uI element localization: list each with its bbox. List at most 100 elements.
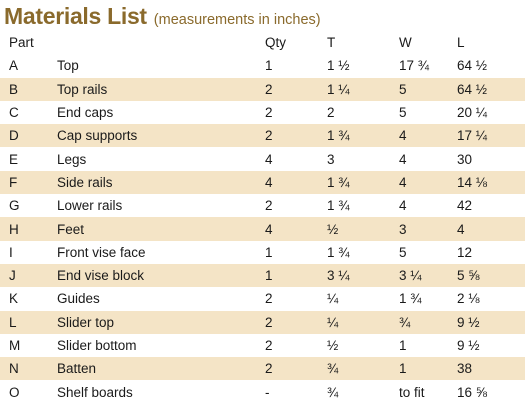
part-id-cell: H	[0, 217, 57, 241]
part-name-cell: Guides	[57, 291, 100, 307]
title-row: Materials List (measurements in inches)	[4, 3, 321, 31]
thickness-cell: ¼	[327, 310, 399, 334]
thickness-cell: 1 ¾	[327, 124, 399, 148]
part-name-cell: Shelf boards	[57, 384, 133, 400]
length-cell: 42	[457, 198, 473, 214]
part-id-cell: A	[9, 58, 19, 74]
table-row: M Slider bottom 2 ½ 1 9 ½	[0, 334, 525, 357]
table-row: D Cap supports 2 1 ¾ 4 17 ¼	[0, 124, 525, 148]
part-id-cell: C	[9, 105, 19, 121]
width-cell: 4	[399, 198, 407, 214]
qty-cell: -	[265, 384, 270, 400]
qty-cell: 2	[265, 357, 327, 381]
length-cell: 12	[457, 244, 473, 260]
part-id-cell: F	[0, 170, 57, 195]
table-row: B Top rails 2 1 ¼ 5 64 ½	[0, 77, 525, 101]
qty-cell: 2	[265, 124, 327, 148]
table-row: L Slider top 2 ¼ ¾ 9 ½	[0, 310, 525, 334]
part-id-cell: L	[0, 310, 57, 334]
part-name-cell: Lower rails	[57, 198, 123, 214]
table-row: O Shelf boards - ¾ to fit 16 ⅝	[0, 380, 525, 403]
part-name-cell: Legs	[57, 151, 87, 167]
col-header-part: Part	[9, 35, 34, 51]
col-header-name	[57, 31, 265, 54]
qty-cell: 4	[265, 151, 273, 167]
table-row: I Front vise face 1 1 ¾ 5 12	[0, 241, 525, 264]
part-name-cell: Slider bottom	[57, 338, 137, 353]
table-row: A Top 1 1 ½ 17 ¾ 64 ½	[0, 54, 525, 77]
table-row: G Lower rails 2 1 ¾ 4 42	[0, 194, 525, 217]
materials-table: Part Qty T W L A Top 1 1 ½ 17 ¾ 64 ½ B Top rail…	[0, 31, 525, 404]
thickness-cell: ½	[327, 338, 339, 353]
width-cell: to fit	[399, 384, 425, 400]
header-row: Part Qty T W L	[0, 31, 525, 54]
width-cell: 17 ¾	[399, 58, 430, 74]
part-name-cell: Slider top	[57, 310, 265, 334]
length-cell: 20 ¼	[457, 105, 488, 121]
qty-cell: 2	[265, 338, 273, 353]
length-cell: 14 ⅛	[457, 170, 525, 195]
qty-cell: 2	[265, 198, 273, 214]
part-name-cell: Feet	[57, 217, 265, 241]
length-cell: 4	[457, 217, 525, 241]
qty-cell: 2	[265, 291, 273, 307]
width-cell: 1	[399, 338, 407, 353]
page-title: Materials List	[4, 3, 147, 29]
thickness-cell: ¼	[327, 291, 339, 307]
length-cell: 16 ⅝	[457, 384, 488, 400]
part-name-cell: End vise block	[57, 263, 265, 288]
table-row: F Side rails 4 1 ¾ 4 14 ⅛	[0, 170, 525, 195]
part-id-cell: N	[0, 357, 57, 381]
length-cell: 38	[457, 357, 525, 381]
part-name-cell: Top rails	[57, 77, 265, 101]
part-id-cell: M	[9, 338, 21, 353]
width-cell: 5	[399, 105, 407, 121]
table-body: A Top 1 1 ½ 17 ¾ 64 ½ B Top rails 2 1 ¼ 5 64 ½ C End …	[0, 54, 525, 403]
thickness-cell: 3	[327, 151, 335, 167]
part-id-cell: I	[9, 244, 13, 260]
length-cell: 64 ½	[457, 58, 488, 74]
qty-cell: 1	[265, 58, 273, 74]
thickness-cell: 1 ½	[327, 58, 350, 74]
part-name-cell: Cap supports	[57, 124, 265, 148]
width-cell: 4	[399, 170, 457, 195]
qty-cell: 2	[265, 77, 327, 101]
thickness-cell: ¾	[327, 357, 399, 381]
thickness-cell: 1 ¼	[327, 77, 399, 101]
part-name-cell: Front vise face	[57, 244, 146, 260]
width-cell: 4	[399, 124, 457, 148]
length-cell: 2 ⅛	[457, 291, 480, 307]
col-header-qty: Qty	[265, 35, 287, 51]
length-cell: 5 ⅝	[457, 263, 525, 288]
length-cell: 17 ¼	[457, 124, 525, 148]
part-id-cell: J	[0, 263, 57, 288]
table-row: N Batten 2 ¾ 1 38	[0, 357, 525, 381]
length-cell: 30	[457, 151, 473, 167]
thickness-cell: 1 ¾	[327, 170, 399, 195]
width-cell: 1	[399, 357, 457, 381]
width-cell: 4	[399, 151, 407, 167]
part-id-cell: K	[9, 291, 19, 307]
qty-cell: 4	[265, 170, 327, 195]
qty-cell: 1	[265, 244, 273, 260]
part-id-cell: G	[9, 198, 20, 214]
width-cell: 1 ¾	[399, 291, 422, 307]
part-id-cell: D	[0, 124, 57, 148]
table-row: C End caps 2 2 5 20 ¼	[0, 101, 525, 124]
width-cell: ¾	[399, 310, 457, 334]
part-id-cell: E	[9, 151, 19, 167]
qty-cell: 2	[265, 105, 273, 121]
width-cell: 3 ¼	[399, 263, 457, 288]
part-name-cell: End caps	[57, 105, 114, 121]
part-id-cell: B	[0, 77, 57, 101]
thickness-cell: ¾	[327, 384, 339, 400]
qty-cell: 1	[265, 263, 327, 288]
width-cell: 5	[399, 244, 407, 260]
part-id-cell: O	[9, 384, 20, 400]
length-cell: 9 ½	[457, 338, 480, 353]
thickness-cell: 1 ¾	[327, 198, 350, 214]
col-header-w: W	[399, 35, 412, 51]
length-cell: 9 ½	[457, 310, 525, 334]
